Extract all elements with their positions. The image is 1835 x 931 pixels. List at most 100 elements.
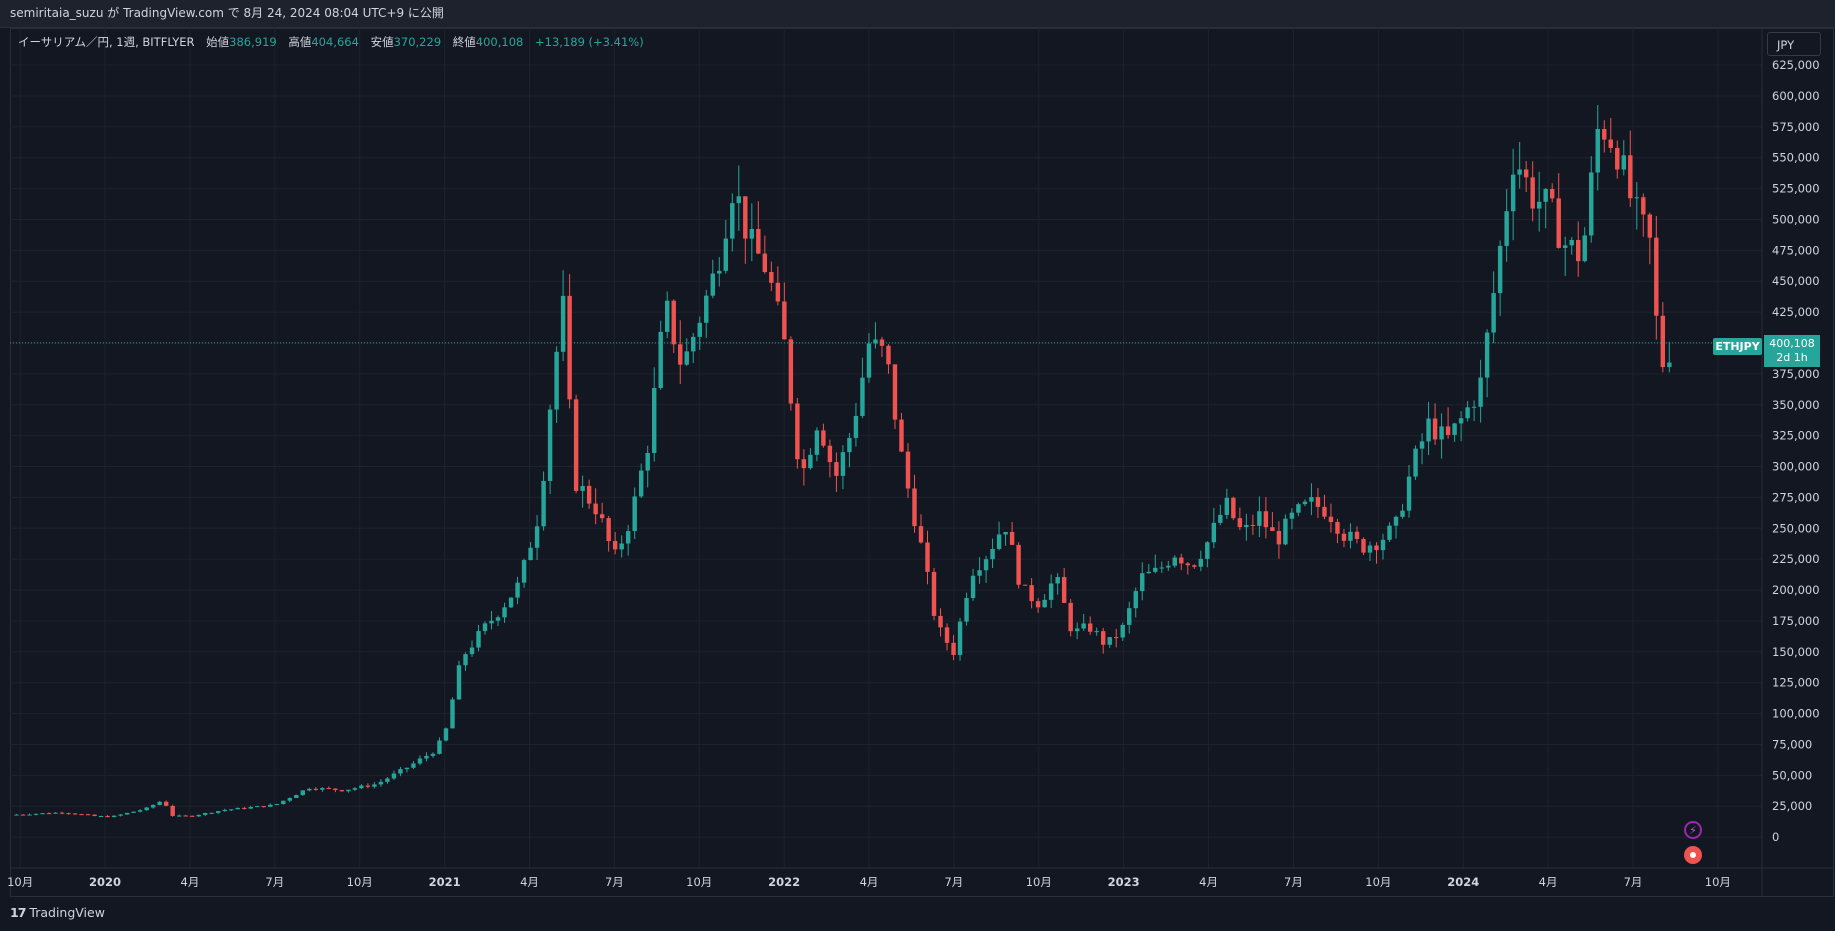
- candle-body: [899, 419, 904, 452]
- record-icon[interactable]: [1684, 846, 1702, 864]
- candle-body: [391, 773, 397, 779]
- candle-body: [1354, 531, 1360, 540]
- candle-body: [1276, 530, 1282, 545]
- price-tick-label: 350,000: [1772, 398, 1820, 412]
- candle-body: [1543, 189, 1548, 202]
- publish-info: semiritaia_suzu が TradingView.com で 8月 2…: [10, 6, 444, 20]
- price-tick-label: 50,000: [1772, 768, 1812, 782]
- candle-body: [189, 815, 195, 817]
- candle-body: [482, 623, 488, 632]
- candle-body: [333, 788, 338, 791]
- candle-body: [567, 295, 572, 400]
- candle-body: [1667, 362, 1672, 368]
- candle-body: [274, 804, 280, 806]
- candle-body: [1393, 516, 1399, 526]
- candle-body: [1634, 197, 1640, 199]
- open-value: 386,919: [229, 35, 277, 49]
- candle-body: [593, 503, 598, 515]
- candle-body: [53, 812, 58, 814]
- candle-body: [469, 647, 475, 655]
- price-tick-label: 325,000: [1772, 429, 1820, 443]
- candle-body: [808, 454, 813, 469]
- candle-body: [242, 807, 247, 809]
- candle-body: [905, 451, 911, 489]
- candle-body: [248, 807, 253, 809]
- grid: [10, 28, 1762, 868]
- candle-body: [339, 790, 345, 792]
- candle-body: [938, 615, 943, 628]
- candle-body: [1576, 239, 1581, 262]
- price-tick-label: 575,000: [1772, 120, 1820, 134]
- candle-body: [1166, 565, 1171, 568]
- candle-body: [1563, 245, 1568, 248]
- candle-body: [1660, 315, 1666, 368]
- candle-body: [710, 273, 715, 296]
- candle-body: [879, 339, 885, 346]
- chart-frame[interactable]: [10, 28, 1834, 897]
- currency-button[interactable]: JPY: [1767, 32, 1821, 56]
- candle-body: [287, 798, 293, 801]
- candle-body: [1367, 545, 1373, 553]
- time-tick-label: 2023: [1108, 875, 1140, 889]
- price-tick-label: 425,000: [1772, 305, 1820, 319]
- price-tick-label: 100,000: [1772, 707, 1820, 721]
- candle-body: [1608, 139, 1613, 148]
- close-label: 終値: [452, 35, 476, 49]
- candle-body: [853, 415, 859, 438]
- price-tick-label: 450,000: [1772, 274, 1820, 288]
- candle-body: [964, 598, 969, 622]
- candle-body: [1641, 197, 1646, 215]
- candle-body: [1185, 563, 1191, 566]
- candle-body: [697, 322, 702, 337]
- last-price-value: 400,108: [1769, 337, 1815, 350]
- candle-body: [1120, 624, 1125, 638]
- candle-body: [599, 514, 605, 519]
- time-tick-label: 2024: [1447, 875, 1479, 889]
- lightning-icon[interactable]: ⚡: [1684, 821, 1702, 839]
- candle-body: [1510, 174, 1516, 212]
- candle-body: [98, 816, 104, 818]
- candle-body: [1283, 518, 1288, 545]
- candle-body: [1335, 522, 1340, 534]
- candle-body: [1628, 155, 1633, 199]
- candle-body: [1257, 511, 1262, 526]
- price-tick-label: 200,000: [1772, 583, 1820, 597]
- price-tick-label: 525,000: [1772, 182, 1820, 196]
- high-value: 404,664: [311, 35, 359, 49]
- candle-body: [606, 518, 611, 542]
- candle-body: [814, 430, 820, 455]
- price-tick-label: 275,000: [1772, 490, 1820, 504]
- candle-body: [554, 351, 559, 410]
- candle-body: [1133, 591, 1138, 609]
- candle-body: [1016, 544, 1021, 585]
- candle-body: [1380, 539, 1386, 551]
- price-tick-label: 600,000: [1772, 89, 1820, 103]
- candle-body: [1146, 571, 1151, 574]
- candle-body: [1127, 608, 1132, 625]
- candle-body: [619, 543, 624, 550]
- tradingview-logo[interactable]: 17 TradingView: [10, 905, 105, 920]
- candle-body: [847, 437, 852, 453]
- candle-body: [795, 403, 800, 460]
- candle-body: [255, 806, 260, 808]
- candle-body: [573, 399, 579, 491]
- candle-body: [1296, 504, 1301, 513]
- candle-body: [365, 785, 371, 787]
- low-label: 安値: [370, 35, 394, 49]
- candle-body: [638, 470, 644, 497]
- candle-body: [788, 339, 794, 404]
- candle-body: [1595, 128, 1600, 173]
- candle-body: [1426, 418, 1431, 442]
- candle-body: [404, 767, 410, 770]
- candle-body: [612, 541, 618, 550]
- price-tick-label: 475,000: [1772, 243, 1820, 257]
- candle-body: [782, 301, 787, 340]
- candle-body: [1549, 189, 1555, 199]
- symbol-info: イーサリアム／円, 1週, BITFLYER: [18, 35, 195, 49]
- time-tick-label: 4月: [1199, 875, 1218, 889]
- candle-body: [1159, 567, 1164, 569]
- time-tick-label: 7月: [1284, 875, 1303, 889]
- candle-body: [20, 814, 26, 816]
- candle-body: [931, 571, 937, 616]
